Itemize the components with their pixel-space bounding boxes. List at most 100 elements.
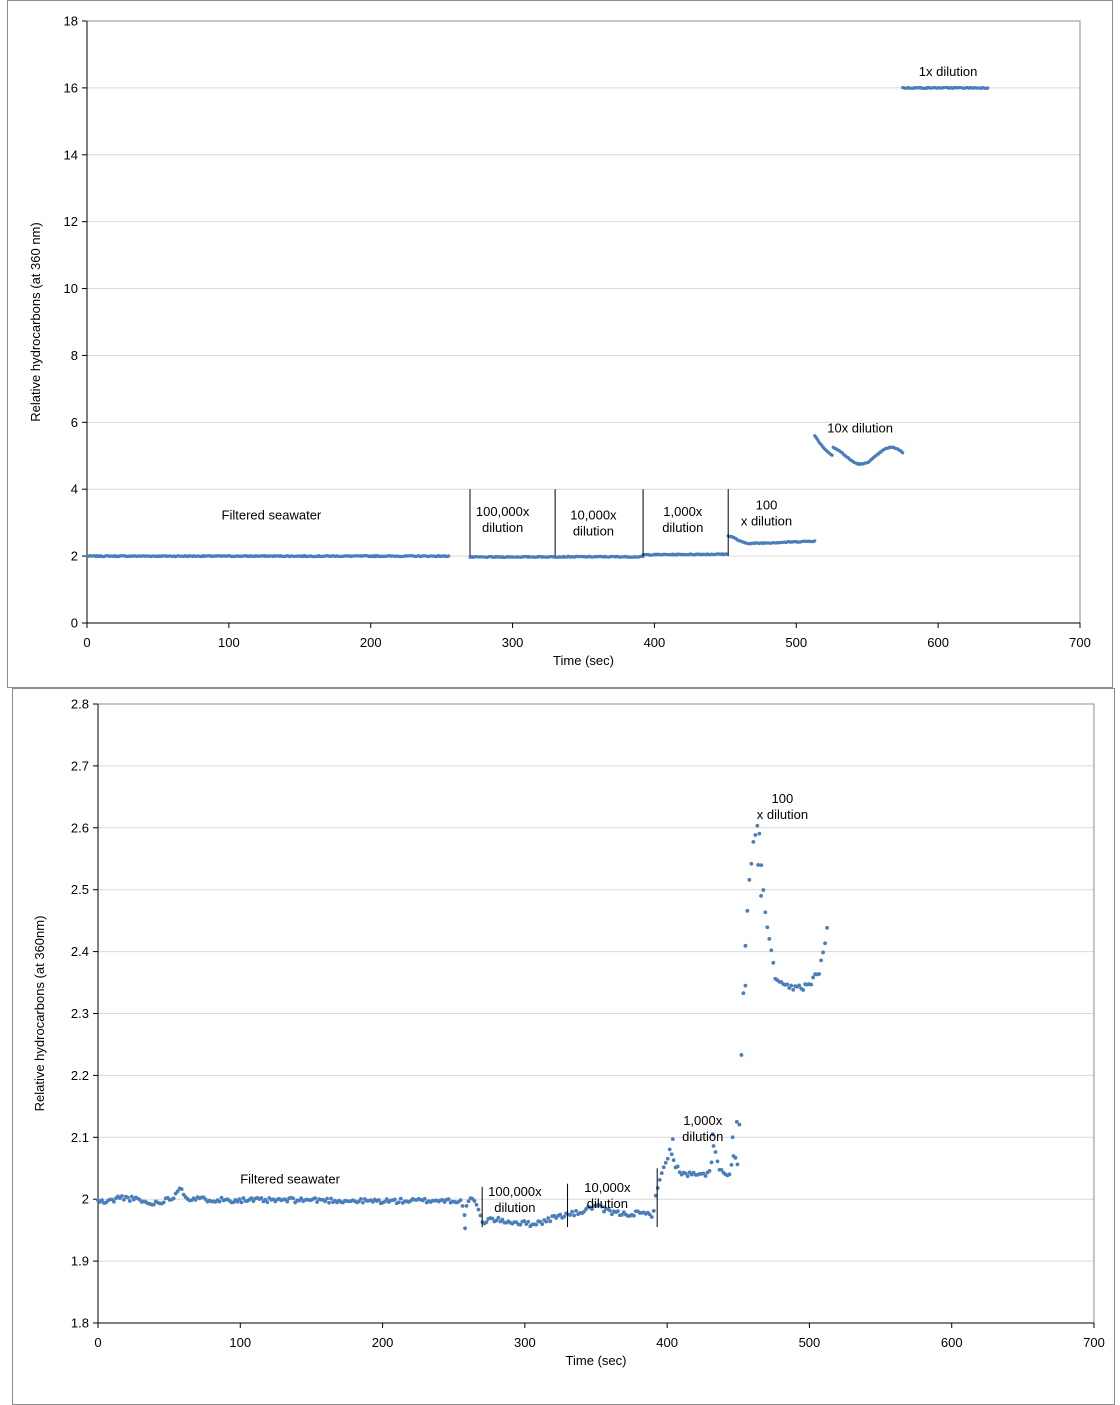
data-point [546, 1216, 551, 1220]
data-point [422, 1196, 427, 1201]
y-tick-label: 10 [64, 281, 78, 296]
data-point [735, 1162, 740, 1167]
data-point [813, 539, 817, 543]
data-point [241, 1196, 246, 1200]
data-point [710, 1132, 715, 1137]
data-point [669, 1152, 674, 1157]
chart-top: 0 2 4 6 8 10 12 14 16 18 0 100 200 300 400 500 600 700 Tim… [7, 0, 1113, 688]
data-point [447, 554, 451, 558]
annotation-text: x dilution [757, 807, 808, 822]
data-point [649, 1215, 654, 1219]
data-point [986, 86, 990, 90]
data-point [785, 982, 790, 987]
x-tick-label: 100 [218, 635, 240, 650]
data-point [667, 1147, 672, 1152]
data-point [741, 991, 746, 996]
data-point [568, 1213, 573, 1217]
x-axis-label: Time (sec) [566, 1353, 627, 1368]
data-point [175, 1189, 180, 1194]
chart-panel-bottom: 1.8 1.9 2 2.1 2.2 2.3 2.4 2.5 2.6 2.7 2.8 0 100 200 30… [0, 688, 1120, 1405]
y-tick-label: 2.6 [71, 820, 89, 835]
y-tick-label: 2.4 [71, 944, 89, 959]
annotation-text: dilution [482, 520, 523, 535]
data-point [821, 950, 825, 955]
data-point [496, 1215, 501, 1220]
data-point [237, 1197, 242, 1202]
data-point [823, 941, 827, 946]
data-point [759, 893, 763, 898]
data-point [819, 958, 823, 963]
annotation-text: 1x dilution [919, 64, 978, 79]
data-point [361, 1200, 365, 1205]
data-point [217, 1199, 222, 1204]
annotation: Filtered seawater [240, 1172, 340, 1187]
data-point [619, 1212, 624, 1217]
chart-outer-border [7, 0, 1113, 688]
y-axis-label: Relative hydrocarbons (at 360 nm) [28, 222, 43, 421]
x-tick-label: 100 [229, 1335, 251, 1350]
y-tick-label: 18 [64, 14, 78, 29]
x-tick-label: 500 [785, 635, 807, 650]
data-point [478, 1213, 483, 1218]
data-point [121, 1197, 126, 1202]
y-tick-label: 2 [82, 1192, 89, 1207]
data-point [811, 975, 816, 980]
y-tick-label: 0 [71, 616, 78, 631]
data-point [763, 910, 768, 915]
data-point [494, 1218, 499, 1223]
data-point [734, 1119, 739, 1124]
y-tick-label: 12 [64, 214, 78, 229]
data-point [737, 1122, 742, 1127]
data-point [251, 1199, 256, 1204]
data-point [729, 1162, 734, 1167]
y-tick-label: 2.5 [71, 882, 89, 897]
data-point [460, 1204, 465, 1208]
data-point [562, 1214, 567, 1219]
data-point [825, 925, 829, 930]
data-point [472, 1199, 477, 1203]
data-point [574, 1209, 578, 1213]
data-point [707, 1168, 712, 1173]
data-point [743, 943, 748, 948]
data-point [769, 948, 774, 953]
data-point [651, 1208, 656, 1213]
annotation-text: 100,000x [488, 1184, 542, 1199]
data-point [755, 823, 760, 828]
data-point [179, 1187, 184, 1192]
x-tick-label: 500 [799, 1335, 821, 1350]
data-point [464, 1204, 469, 1208]
data-point [765, 925, 770, 930]
y-tick-label: 2.3 [71, 1006, 89, 1021]
y-tick-label: 6 [71, 415, 78, 430]
data-point [151, 1202, 156, 1207]
y-tick-label: 2.1 [71, 1130, 89, 1145]
data-point [463, 1226, 467, 1231]
data-point [100, 1198, 104, 1203]
data-point [725, 552, 729, 556]
x-axis-label: Time (sec) [553, 653, 614, 668]
data-point [719, 1168, 724, 1172]
data-point [745, 908, 750, 913]
x-tick-label: 0 [94, 1335, 101, 1350]
data-point [683, 1171, 688, 1176]
data-point [685, 1174, 690, 1179]
annotation-text: Filtered seawater [222, 507, 322, 522]
data-point [323, 1199, 327, 1204]
data-point [761, 888, 766, 892]
data-point [703, 1174, 708, 1178]
data-point [291, 1196, 296, 1201]
data-point [219, 1195, 224, 1200]
data-point [743, 983, 748, 988]
data-point [715, 1159, 720, 1164]
x-tick-label: 300 [502, 635, 524, 650]
data-point [602, 1209, 606, 1214]
data-point [830, 453, 834, 457]
x-tick-label: 600 [927, 635, 949, 650]
data-point [127, 1199, 132, 1203]
data-point [756, 863, 761, 867]
chart-outer-border [12, 688, 1115, 1405]
data-point [657, 1177, 662, 1182]
x-tick-label: 700 [1069, 635, 1091, 650]
annotation-text: dilution [587, 1196, 628, 1211]
